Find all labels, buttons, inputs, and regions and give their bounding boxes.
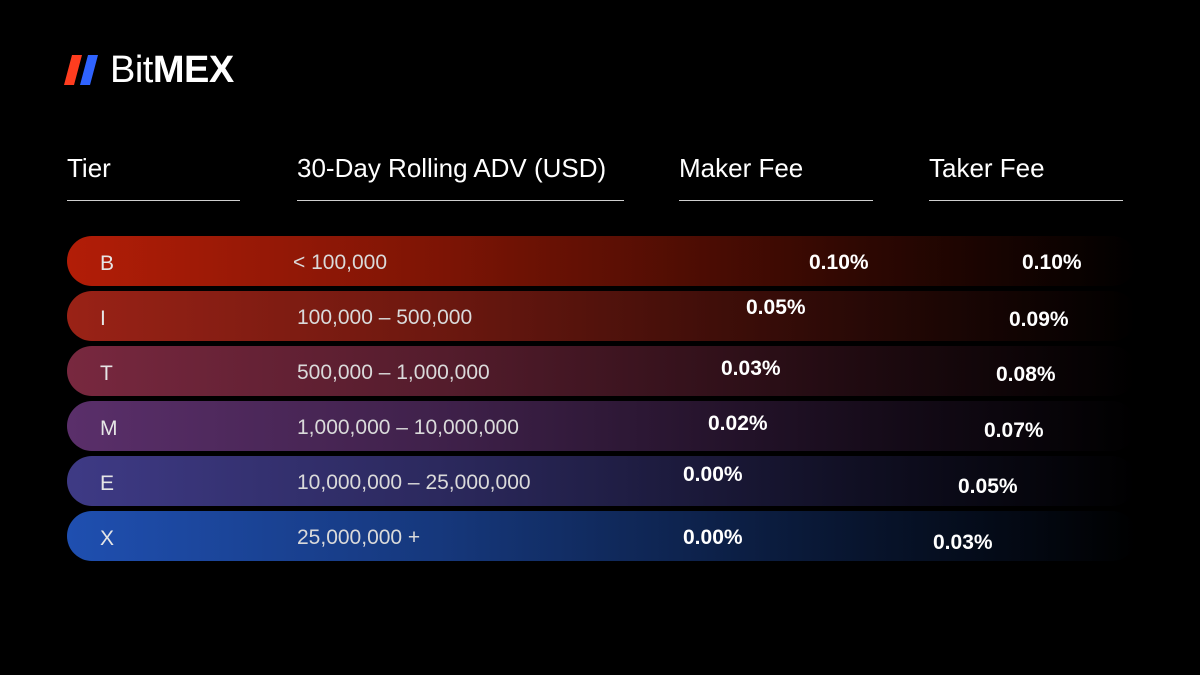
taker-fee: 0.03% — [933, 531, 993, 554]
adv-range: < 100,000 — [293, 251, 388, 274]
bitmex-logo-icon — [64, 55, 98, 85]
adv-range: 25,000,000 + — [297, 526, 421, 549]
taker-fee: 0.07% — [984, 419, 1044, 442]
tier-label: T — [100, 362, 113, 385]
maker-fee: 0.03% — [721, 357, 781, 380]
column-header-taker-fee: Taker Fee — [929, 150, 1123, 201]
tier-label: I — [100, 307, 106, 330]
taker-fee: 0.08% — [996, 363, 1056, 386]
tier-row-x: X 25,000,000 + 0.00% 0.03% — [67, 511, 1137, 561]
bitmex-logo: BitMEX — [64, 49, 234, 92]
taker-fee: 0.05% — [958, 475, 1018, 498]
tier-label: E — [100, 472, 115, 495]
taker-fee: 0.10% — [1022, 251, 1082, 274]
maker-fee: 0.05% — [746, 296, 806, 319]
brand-name-prefix: Bit — [110, 48, 153, 91]
tier-label: M — [100, 417, 118, 440]
column-header-maker-fee: Maker Fee — [679, 150, 873, 201]
brand-name-suffix: MEX — [152, 48, 234, 91]
taker-fee: 0.09% — [1009, 308, 1069, 331]
adv-range: 1,000,000 – 10,000,000 — [297, 416, 519, 439]
maker-fee: 0.02% — [708, 412, 768, 435]
column-header-adv: 30-Day Rolling ADV (USD) — [297, 150, 624, 201]
adv-range: 500,000 – 1,000,000 — [297, 361, 490, 384]
maker-fee: 0.10% — [809, 251, 869, 274]
brand-name: BitMEX — [110, 49, 234, 92]
maker-fee: 0.00% — [683, 463, 743, 486]
tier-label: X — [100, 527, 115, 550]
maker-fee: 0.00% — [683, 526, 743, 549]
tier-row-m: M 1,000,000 – 10,000,000 0.02% 0.07% — [67, 401, 1137, 451]
adv-range: 100,000 – 500,000 — [297, 306, 473, 329]
tier-row-i: I 100,000 – 500,000 0.05% 0.09% — [67, 291, 1137, 341]
tier-label: B — [100, 252, 115, 275]
adv-range: 10,000,000 – 25,000,000 — [297, 471, 531, 494]
tier-row-t: T 500,000 – 1,000,000 0.03% 0.08% — [67, 346, 1137, 396]
tier-row-e: E 10,000,000 – 25,000,000 0.00% 0.05% — [67, 456, 1137, 506]
tier-row-b: B < 100,000 0.10% 0.10% — [67, 236, 1137, 286]
column-header-tier: Tier — [67, 150, 240, 201]
